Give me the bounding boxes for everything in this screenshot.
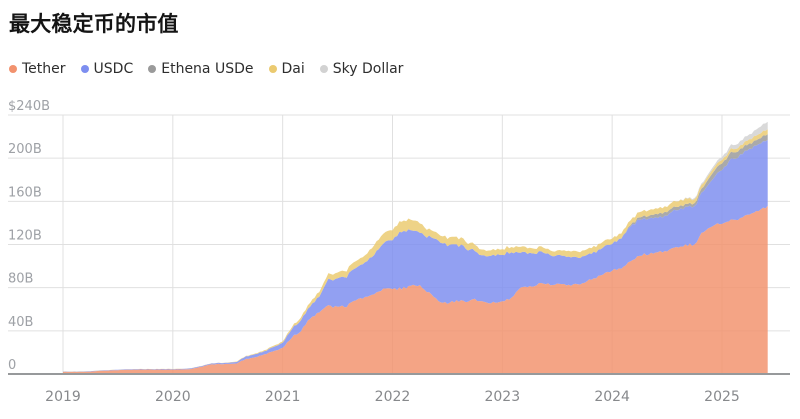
y-axis-tick-label: 200B	[8, 142, 42, 157]
x-axis-labels: 2019 2020 2021 2022 2023 2024 2025	[45, 389, 740, 405]
y-axis-tick-label: 160B	[8, 185, 42, 200]
area-series	[63, 121, 768, 374]
y-axis-tick-label: 40B	[8, 315, 33, 330]
legend-item-sky-dollar[interactable]: Sky Dollar	[319, 61, 404, 77]
y-axis-tick-label: 80B	[8, 272, 33, 287]
legend-swatch-icon	[80, 65, 89, 73]
legend-item-ethena-usde[interactable]: Ethena USDe	[148, 61, 254, 77]
legend-label: Ethena USDe	[161, 61, 254, 77]
y-axis-labels: $240B 200B 160B 120B 80B 40B 0	[8, 99, 50, 373]
legend-item-dai[interactable]: Dai	[268, 61, 305, 77]
legend-swatch-icon	[148, 65, 157, 73]
legend-label: Tether	[22, 61, 66, 77]
legend-label: USDC	[93, 61, 134, 77]
x-axis-tick-label: 2020	[155, 389, 191, 405]
legend: Tether USDC Ethena USDe Dai Sky Dollar	[9, 61, 403, 77]
y-axis-tick-label: 120B	[8, 229, 42, 244]
y-axis-tick-label: $240B	[8, 99, 50, 114]
legend-swatch-icon	[319, 65, 328, 73]
x-axis-tick-label: 2021	[265, 389, 301, 405]
legend-label: Dai	[281, 61, 305, 77]
legend-label: Sky Dollar	[332, 61, 404, 77]
legend-item-tether[interactable]: Tether	[9, 61, 66, 77]
x-axis-tick-label: 2022	[375, 389, 411, 405]
area-tether[interactable]	[63, 205, 768, 374]
page-title: 最大稳定币的市值	[9, 12, 179, 36]
legend-swatch-icon	[268, 65, 277, 73]
legend-swatch-icon	[9, 65, 17, 73]
x-axis-tick-label: 2025	[704, 389, 740, 405]
area-usdc[interactable]	[63, 139, 768, 372]
x-axis-tick-label: 2023	[484, 389, 520, 405]
x-axis-tick-label: 2024	[594, 389, 630, 405]
x-axis-tick-label: 2019	[45, 389, 81, 405]
legend-item-usdc[interactable]: USDC	[80, 61, 134, 77]
y-axis-tick-label: 0	[8, 358, 16, 373]
